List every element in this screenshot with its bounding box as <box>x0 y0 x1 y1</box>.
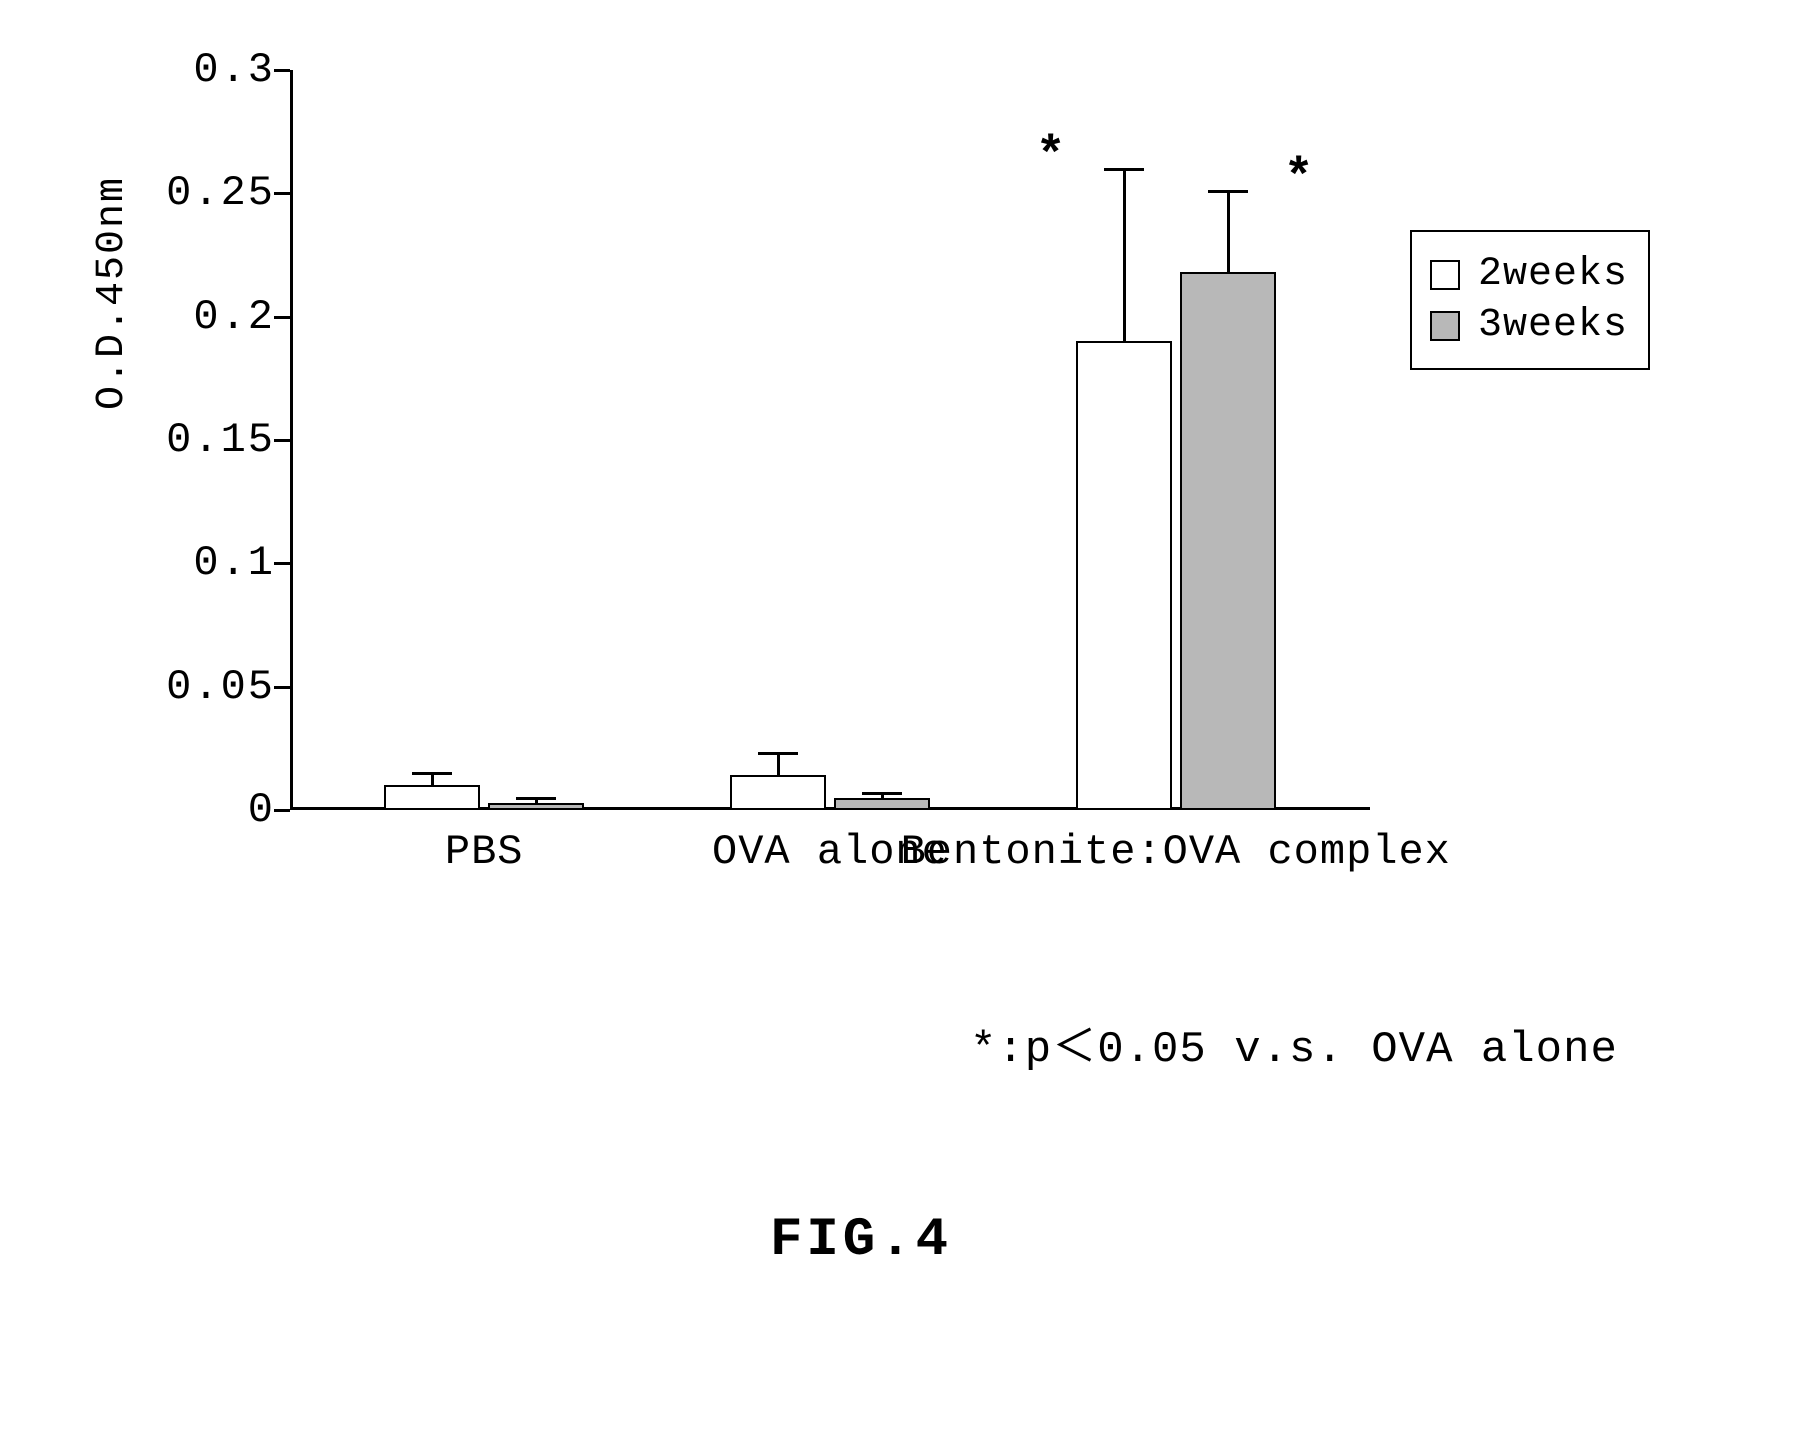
y-tick <box>274 809 290 812</box>
errorbar-stem <box>1227 191 1230 272</box>
legend-label: 2weeks <box>1478 252 1628 297</box>
y-tick <box>274 562 290 565</box>
errorbar-stem <box>777 753 780 775</box>
y-tick-label: 0.25 <box>160 169 275 217</box>
legend-label: 3weeks <box>1478 303 1628 348</box>
bar-2weeks-2 <box>1076 341 1172 810</box>
y-tick-label: 0.1 <box>160 539 275 587</box>
bar-3weeks-1 <box>834 798 930 810</box>
errorbar-cap <box>1208 190 1248 193</box>
legend: 2weeks 3weeks <box>1410 230 1650 370</box>
page: O.D.450nm 00.050.10.150.20.250.3 ** PBSO… <box>0 0 1811 1442</box>
chart-container: O.D.450nm 00.050.10.150.20.250.3 ** PBSO… <box>80 30 1730 930</box>
y-axis <box>290 70 293 810</box>
y-tick <box>274 316 290 319</box>
errorbar-cap <box>862 792 902 795</box>
legend-swatch <box>1430 260 1460 290</box>
category-label: PBS <box>445 828 524 876</box>
legend-item: 2weeks <box>1430 252 1628 297</box>
y-tick <box>274 192 290 195</box>
plot-area: ** PBSOVA aloneBentonite:OVA complex <box>290 70 1370 810</box>
legend-swatch <box>1430 311 1460 341</box>
bar-2weeks-0 <box>384 785 480 810</box>
y-tick-label: 0.15 <box>160 416 275 464</box>
significance-marker: * <box>1284 151 1314 208</box>
y-tick-label: 0 <box>160 786 275 834</box>
category-label: Bentonite:OVA complex <box>901 828 1451 876</box>
bar-3weeks-0 <box>488 803 584 810</box>
errorbar-stem <box>1123 169 1126 342</box>
significance-footnote: *:p＜0.05 v.s. OVA alone <box>970 1010 1618 1075</box>
y-axis-label: O.D.450nm <box>90 176 135 410</box>
bar-2weeks-1 <box>730 775 826 810</box>
y-tick-label: 0.05 <box>160 663 275 711</box>
errorbar-cap <box>412 772 452 775</box>
y-tick <box>274 69 290 72</box>
y-tick <box>274 439 290 442</box>
errorbar-cap <box>758 752 798 755</box>
errorbar-cap <box>516 797 556 800</box>
y-tick-label: 0.2 <box>160 293 275 341</box>
significance-marker: * <box>1036 129 1066 186</box>
bar-3weeks-2 <box>1180 272 1276 810</box>
errorbar-cap <box>1104 168 1144 171</box>
figure-caption: FIG.4 <box>770 1210 952 1271</box>
y-tick <box>274 686 290 689</box>
legend-item: 3weeks <box>1430 303 1628 348</box>
y-tick-label: 0.3 <box>160 46 275 94</box>
